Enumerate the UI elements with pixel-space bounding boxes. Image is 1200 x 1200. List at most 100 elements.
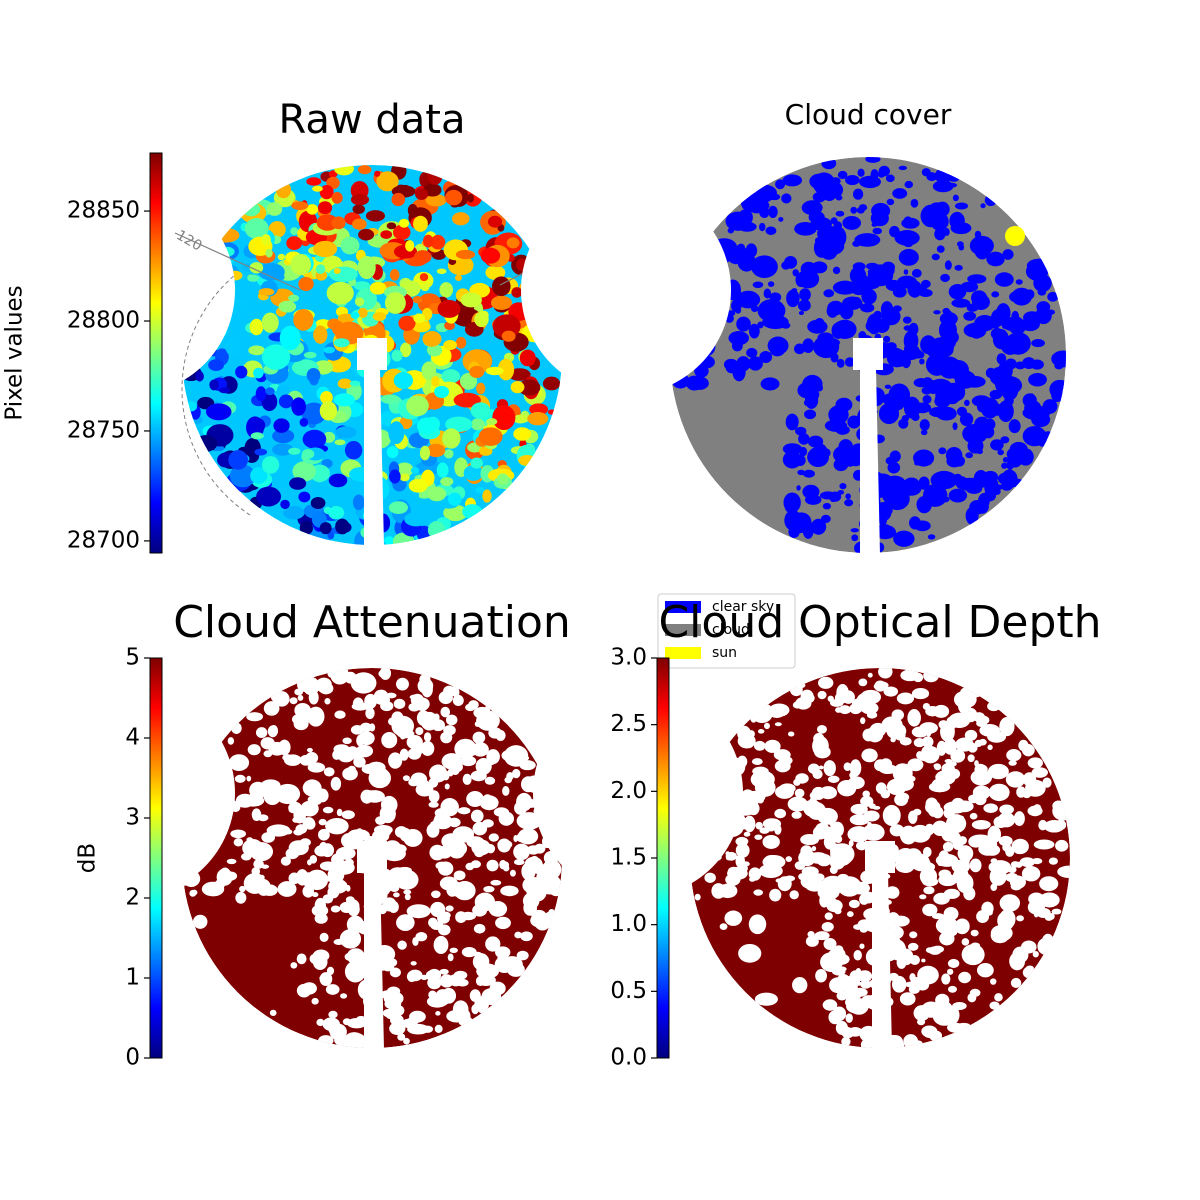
sky-blob: [355, 744, 374, 758]
sky-blob: [805, 935, 819, 947]
sky-blob: [317, 201, 333, 215]
sky-blob: [807, 931, 815, 938]
sky-blob: [474, 721, 481, 727]
sky-blob: [817, 807, 838, 825]
sky-blob: [302, 676, 320, 696]
sky-blob: [501, 330, 516, 342]
sky-blob: [399, 473, 410, 482]
sky-blob: [415, 932, 428, 942]
sky-blob: [249, 842, 274, 862]
sky-blob: [278, 394, 294, 409]
sky-blob: [748, 914, 767, 935]
sky-blob: [802, 469, 815, 478]
sky-blob: [402, 775, 410, 782]
sky-blob: [1022, 772, 1037, 787]
sky-blob: [412, 937, 419, 946]
sky-blob: [920, 335, 937, 355]
sky-blob: [898, 418, 909, 429]
sky-blob: [474, 311, 489, 328]
sky-blob: [838, 705, 852, 715]
sky-blob: [919, 358, 925, 365]
sky-blob: [814, 931, 830, 941]
sky-blob: [358, 307, 368, 319]
sky-blob: [268, 741, 286, 756]
sky-blob: [258, 288, 275, 296]
sky-blob: [978, 738, 987, 746]
sky-blob: [288, 447, 301, 455]
sky-blob: [976, 910, 990, 923]
sky-blob: [478, 1006, 488, 1014]
sky-blob: [250, 432, 264, 440]
sky-blob: [844, 499, 854, 507]
sky-blob: [1025, 965, 1035, 971]
sky-blob: [413, 250, 432, 264]
sky-blob: [333, 267, 341, 274]
sky-blob: [798, 433, 810, 445]
sky-blob: [1003, 375, 1014, 387]
sky-blob: [914, 460, 920, 466]
obstruction: [357, 841, 387, 873]
sky-blob: [850, 803, 868, 815]
sky-blob: [1002, 456, 1009, 463]
sky-blob: [976, 963, 994, 978]
sky-blob: [932, 180, 954, 193]
sky-blob: [428, 801, 439, 808]
sky-blob: [476, 974, 496, 986]
sky-blob: [308, 690, 319, 705]
sky-blob: [263, 750, 273, 758]
sky-blob: [487, 215, 503, 228]
sky-blob: [497, 953, 507, 963]
sky-blob: [444, 759, 451, 769]
sky-blob: [1011, 838, 1029, 855]
sky-blob: [926, 172, 938, 181]
sky-blob: [993, 816, 1009, 829]
colorbar: [149, 152, 163, 554]
sky-blob: [944, 260, 952, 271]
sky-blob: [903, 342, 918, 356]
sky-blob: [300, 800, 319, 817]
obstruction: [357, 338, 387, 370]
sky-blob: [891, 709, 905, 721]
sky-blob: [1020, 317, 1040, 332]
sky-blob: [823, 937, 837, 950]
sky-blob: [391, 192, 406, 207]
sky-blob: [431, 719, 445, 732]
sky-blob: [471, 773, 479, 781]
sky-blob: [455, 911, 467, 924]
sky-blob: [736, 290, 761, 309]
tick-label: 3.0: [610, 645, 647, 671]
sky-blob: [880, 301, 894, 318]
sky-blob: [513, 859, 525, 866]
sky-blob: [439, 968, 449, 975]
sky-blob: [798, 310, 804, 315]
sky-blob: [392, 532, 415, 545]
sky-blob: [542, 859, 562, 880]
sky-blob: [725, 873, 741, 886]
sky-blob: [483, 885, 495, 893]
sky-blob: [810, 217, 832, 231]
sky-blob: [258, 263, 285, 281]
sky-blob: [782, 443, 803, 455]
sky-blob: [283, 506, 305, 520]
sky-blob: [962, 423, 988, 444]
sky-blob: [518, 454, 537, 466]
sky-blob: [321, 843, 335, 858]
sky-blob: [744, 738, 754, 749]
sky-blob: [225, 337, 242, 357]
sky-blob: [861, 891, 876, 904]
sky-blob: [427, 976, 442, 990]
sky-blob: [881, 484, 903, 505]
sky-blob: [311, 904, 329, 917]
sky-blob: [921, 876, 939, 887]
sky-blob: [943, 228, 950, 236]
sky-blob: [455, 249, 476, 260]
sky-blob: [404, 512, 429, 527]
sky-blob: [907, 855, 927, 867]
legend-label: sun: [712, 645, 737, 661]
sky-blob: [484, 894, 492, 899]
sky-blob: [849, 279, 869, 296]
sky-blob: [830, 352, 839, 363]
sky-blob: [273, 418, 290, 433]
sky-blob: [462, 773, 472, 785]
sky-blob: [896, 955, 907, 969]
